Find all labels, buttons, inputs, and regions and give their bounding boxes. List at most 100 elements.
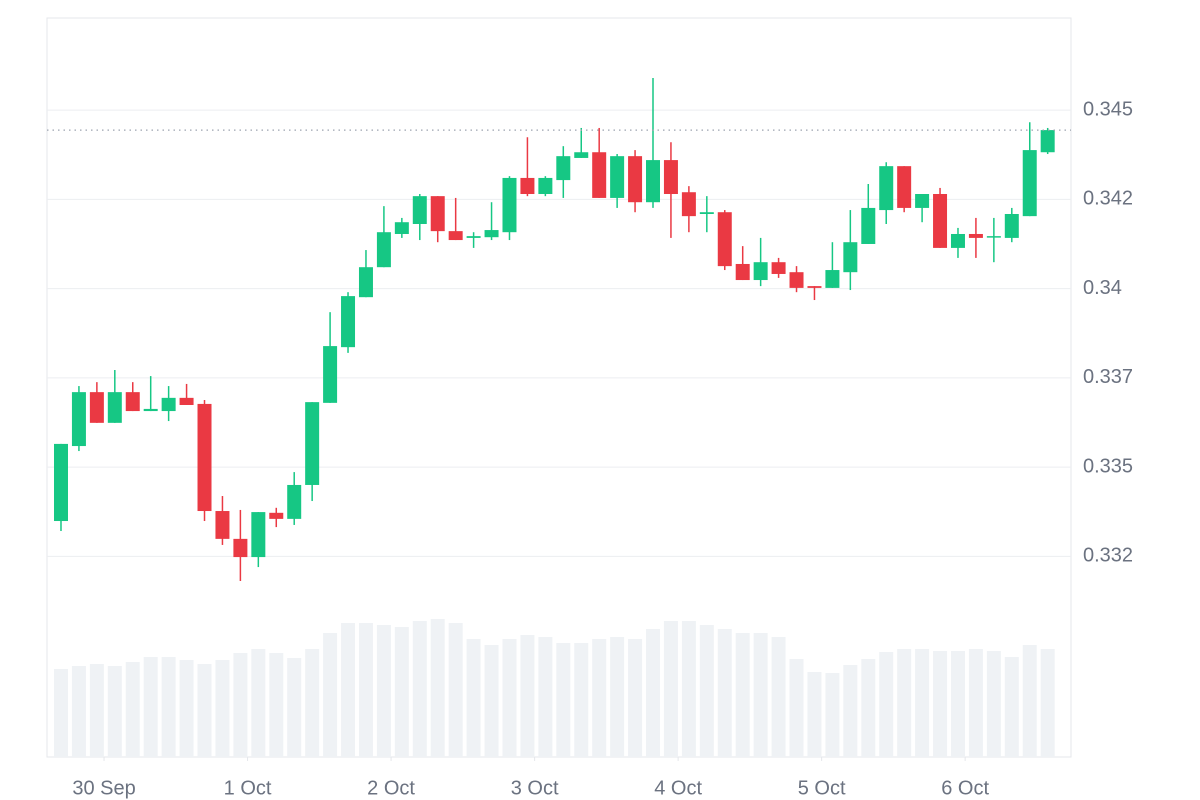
candle-body bbox=[1004, 213, 1019, 238]
x-tick-label: 1 Oct bbox=[224, 777, 272, 799]
volume-bar bbox=[915, 649, 930, 757]
volume-bar bbox=[771, 637, 786, 757]
candle-body bbox=[448, 231, 463, 241]
volume-bar bbox=[646, 629, 661, 757]
candle-body bbox=[825, 270, 840, 288]
volume-bar bbox=[466, 639, 481, 757]
volume-bar bbox=[502, 639, 517, 757]
candle-body bbox=[179, 397, 194, 405]
volume-bar bbox=[807, 672, 822, 757]
y-tick-label: 0.335 bbox=[1083, 455, 1133, 477]
candle-body bbox=[143, 408, 158, 412]
volume-bar bbox=[233, 653, 248, 757]
candle-body bbox=[1022, 150, 1037, 217]
volume-bar bbox=[699, 625, 714, 757]
volume-bar bbox=[215, 660, 230, 757]
candle-body bbox=[879, 166, 894, 211]
candle-body bbox=[771, 262, 786, 274]
candle-body bbox=[735, 263, 750, 281]
candle-body bbox=[807, 286, 822, 288]
candle-body bbox=[915, 194, 930, 208]
volume-bar bbox=[89, 664, 104, 757]
candle-body bbox=[789, 272, 804, 288]
candle-body bbox=[161, 397, 176, 412]
candle-body bbox=[628, 156, 643, 203]
volume-bar bbox=[358, 623, 373, 757]
volume-bar bbox=[825, 673, 840, 757]
volume-bar bbox=[986, 651, 1001, 757]
volume-bar bbox=[1022, 645, 1037, 757]
volume-bar bbox=[125, 662, 140, 757]
candle-body bbox=[358, 267, 373, 298]
candle-body bbox=[305, 402, 320, 485]
candle-layer bbox=[47, 77, 1071, 581]
candle-body bbox=[646, 160, 661, 203]
candle-body bbox=[753, 262, 768, 281]
x-tick-label: 30 Sep bbox=[72, 777, 135, 799]
volume-bar bbox=[950, 651, 965, 757]
volume-bar bbox=[394, 627, 409, 757]
x-tick-label: 2 Oct bbox=[367, 777, 415, 799]
candle-body bbox=[233, 538, 248, 558]
volume-bar bbox=[556, 643, 571, 757]
candle-body bbox=[197, 403, 212, 512]
candle-body bbox=[717, 212, 732, 267]
volume-bar bbox=[251, 649, 266, 757]
candle-body bbox=[1040, 130, 1055, 153]
volume-bar bbox=[305, 649, 320, 757]
candle-body bbox=[341, 296, 356, 348]
volume-bar bbox=[341, 623, 356, 757]
candle-body bbox=[323, 346, 338, 403]
candle-body bbox=[412, 196, 427, 224]
candle-body bbox=[430, 196, 445, 232]
candle-body bbox=[592, 152, 607, 198]
volume-bar bbox=[376, 625, 391, 757]
volume-bar bbox=[968, 649, 983, 757]
volume-bar bbox=[71, 666, 86, 757]
volume-bar bbox=[53, 669, 68, 757]
y-tick-label: 0.337 bbox=[1083, 366, 1133, 388]
candle-body bbox=[986, 236, 1001, 238]
volume-bar bbox=[412, 621, 427, 757]
grid-layer bbox=[47, 109, 1071, 761]
label-layer: 0.332 0.335 0.337 0.34 0.342 0.345 30 Sep 1 Oct… bbox=[72, 98, 1133, 799]
volume-bar bbox=[1004, 657, 1019, 757]
candle-body bbox=[933, 194, 948, 248]
volume-bar bbox=[484, 645, 499, 757]
volume-bar bbox=[1040, 649, 1055, 757]
volume-bar bbox=[448, 623, 463, 757]
candle-body bbox=[843, 242, 858, 273]
candle-body bbox=[484, 230, 499, 238]
candle-body bbox=[556, 156, 571, 181]
candle-body bbox=[538, 177, 553, 195]
y-tick-label: 0.34 bbox=[1083, 277, 1122, 299]
y-tick-label: 0.345 bbox=[1083, 98, 1133, 120]
volume-bar bbox=[179, 660, 194, 757]
volume-bar bbox=[753, 633, 768, 757]
plot-frame bbox=[46, 17, 1072, 758]
volume-bar bbox=[610, 637, 625, 757]
volume-layer bbox=[53, 619, 1055, 757]
volume-bar bbox=[107, 666, 122, 757]
volume-bar bbox=[269, 653, 284, 757]
volume-bar bbox=[681, 621, 696, 757]
volume-bar bbox=[628, 639, 643, 757]
volume-bar bbox=[789, 659, 804, 757]
x-tick-label: 3 Oct bbox=[511, 777, 559, 799]
candle-body bbox=[376, 232, 391, 268]
volume-bar bbox=[879, 652, 894, 757]
volume-bar bbox=[161, 657, 176, 757]
volume-bar bbox=[143, 657, 158, 757]
candle-body bbox=[89, 392, 104, 423]
candle-body bbox=[125, 392, 140, 412]
candle-body bbox=[968, 233, 983, 238]
candle-body bbox=[107, 392, 122, 423]
candle-body bbox=[394, 222, 409, 234]
candle-body bbox=[950, 233, 965, 248]
candle-body bbox=[215, 511, 230, 539]
candle-body bbox=[287, 484, 302, 519]
volume-bar bbox=[717, 629, 732, 757]
volume-bar bbox=[735, 633, 750, 757]
volume-bar bbox=[592, 639, 607, 757]
